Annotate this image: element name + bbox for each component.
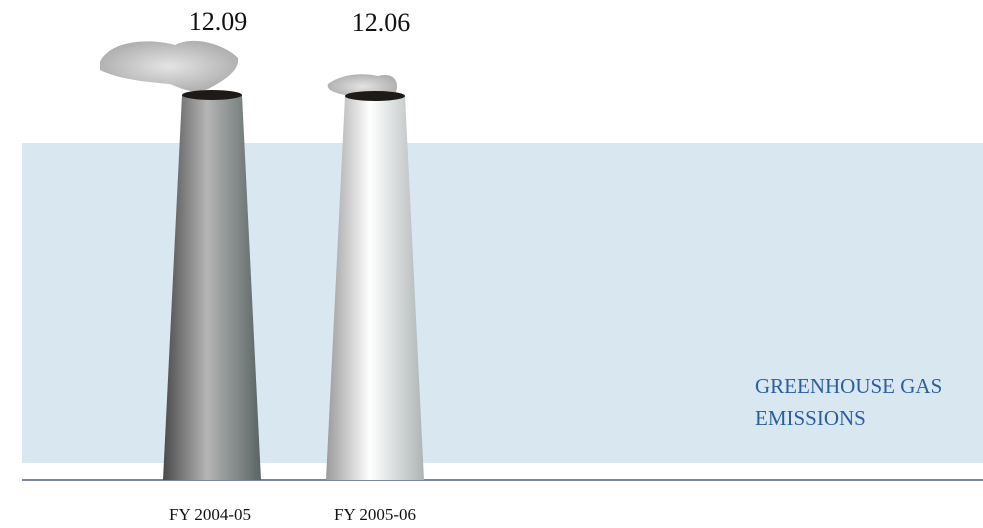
value-label: 12.06 [352,8,411,37]
value-label: 12.09 [189,7,248,36]
x-tick-label: FY 2004-05 [169,505,251,524]
chimney-top [182,90,242,100]
x-tick-label: FY 2005-06 [334,505,416,524]
chart-title: GREENHOUSE GAS EMISSIONS [755,374,943,430]
chimney [163,95,261,480]
chimney [326,95,424,481]
smoke [100,40,398,99]
chimney-top [345,90,405,101]
